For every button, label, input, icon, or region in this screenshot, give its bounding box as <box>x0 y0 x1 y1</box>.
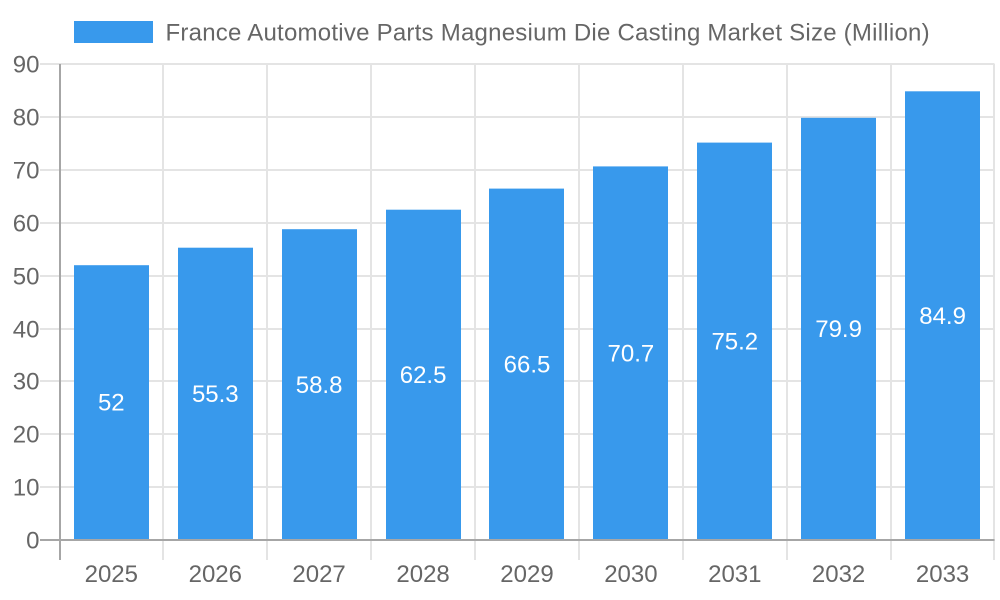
svg-text:2026: 2026 <box>189 561 242 588</box>
svg-text:2025: 2025 <box>85 561 138 588</box>
svg-text:30: 30 <box>13 369 40 396</box>
svg-text:70.7: 70.7 <box>608 340 655 367</box>
svg-text:52: 52 <box>98 390 125 417</box>
svg-text:40: 40 <box>13 317 40 344</box>
svg-text:66.5: 66.5 <box>504 351 551 378</box>
svg-text:62.5: 62.5 <box>400 362 447 389</box>
svg-text:2029: 2029 <box>500 561 553 588</box>
svg-text:84.9: 84.9 <box>919 303 966 330</box>
svg-text:2031: 2031 <box>708 561 761 588</box>
svg-text:58.8: 58.8 <box>296 372 343 399</box>
svg-text:France Automotive Parts Magnes: France Automotive Parts Magnesium Die Ca… <box>166 20 930 47</box>
svg-text:80: 80 <box>13 105 40 132</box>
svg-text:70: 70 <box>13 158 40 185</box>
svg-text:60: 60 <box>13 211 40 238</box>
svg-text:2030: 2030 <box>604 561 657 588</box>
svg-text:75.2: 75.2 <box>711 328 758 355</box>
svg-text:0: 0 <box>26 528 39 555</box>
svg-text:2027: 2027 <box>292 561 345 588</box>
svg-text:79.9: 79.9 <box>815 316 862 343</box>
svg-text:90: 90 <box>13 52 40 79</box>
svg-text:2033: 2033 <box>916 561 969 588</box>
svg-text:55.3: 55.3 <box>192 381 239 408</box>
svg-text:2032: 2032 <box>812 561 865 588</box>
svg-text:50: 50 <box>13 264 40 291</box>
svg-text:2028: 2028 <box>396 561 449 588</box>
svg-text:20: 20 <box>13 422 40 449</box>
svg-text:10: 10 <box>13 475 40 502</box>
